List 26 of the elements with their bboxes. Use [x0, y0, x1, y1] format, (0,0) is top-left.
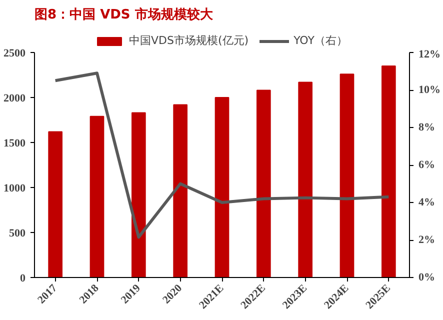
- line-series: [54, 72, 390, 239]
- chart-title: 图8：中国 VDS 市场规模较大: [34, 6, 214, 22]
- legend-label: YOY（右）: [294, 33, 348, 48]
- bar: [256, 90, 271, 278]
- y-tick-label: 1000: [4, 182, 26, 194]
- y2-tick-label: 6%: [418, 159, 435, 171]
- y2-tick-label: 2%: [418, 234, 435, 246]
- y2-tick-label: 8%: [418, 122, 435, 134]
- y-tick-label: 2000: [4, 92, 26, 104]
- bar: [90, 116, 104, 278]
- bar: [382, 66, 396, 278]
- bar: [214, 97, 230, 278]
- bar: [173, 104, 188, 278]
- legend-label: 中国VDS市场规模(亿元): [129, 33, 249, 48]
- bar: [48, 131, 62, 278]
- y2-tick-label: 10%: [418, 84, 440, 96]
- y-tick-label: 2500: [4, 48, 26, 60]
- y-tick-label: 0: [20, 272, 26, 284]
- bar: [132, 112, 146, 278]
- y-tick-label: 500: [9, 228, 26, 240]
- bar: [298, 82, 312, 278]
- y2-tick-label: 0%: [418, 272, 435, 284]
- y2-tick-label: 12%: [418, 48, 440, 60]
- y-tick-label: 1500: [4, 138, 26, 150]
- y2-tick-label: 4%: [418, 196, 435, 208]
- bar: [340, 74, 354, 278]
